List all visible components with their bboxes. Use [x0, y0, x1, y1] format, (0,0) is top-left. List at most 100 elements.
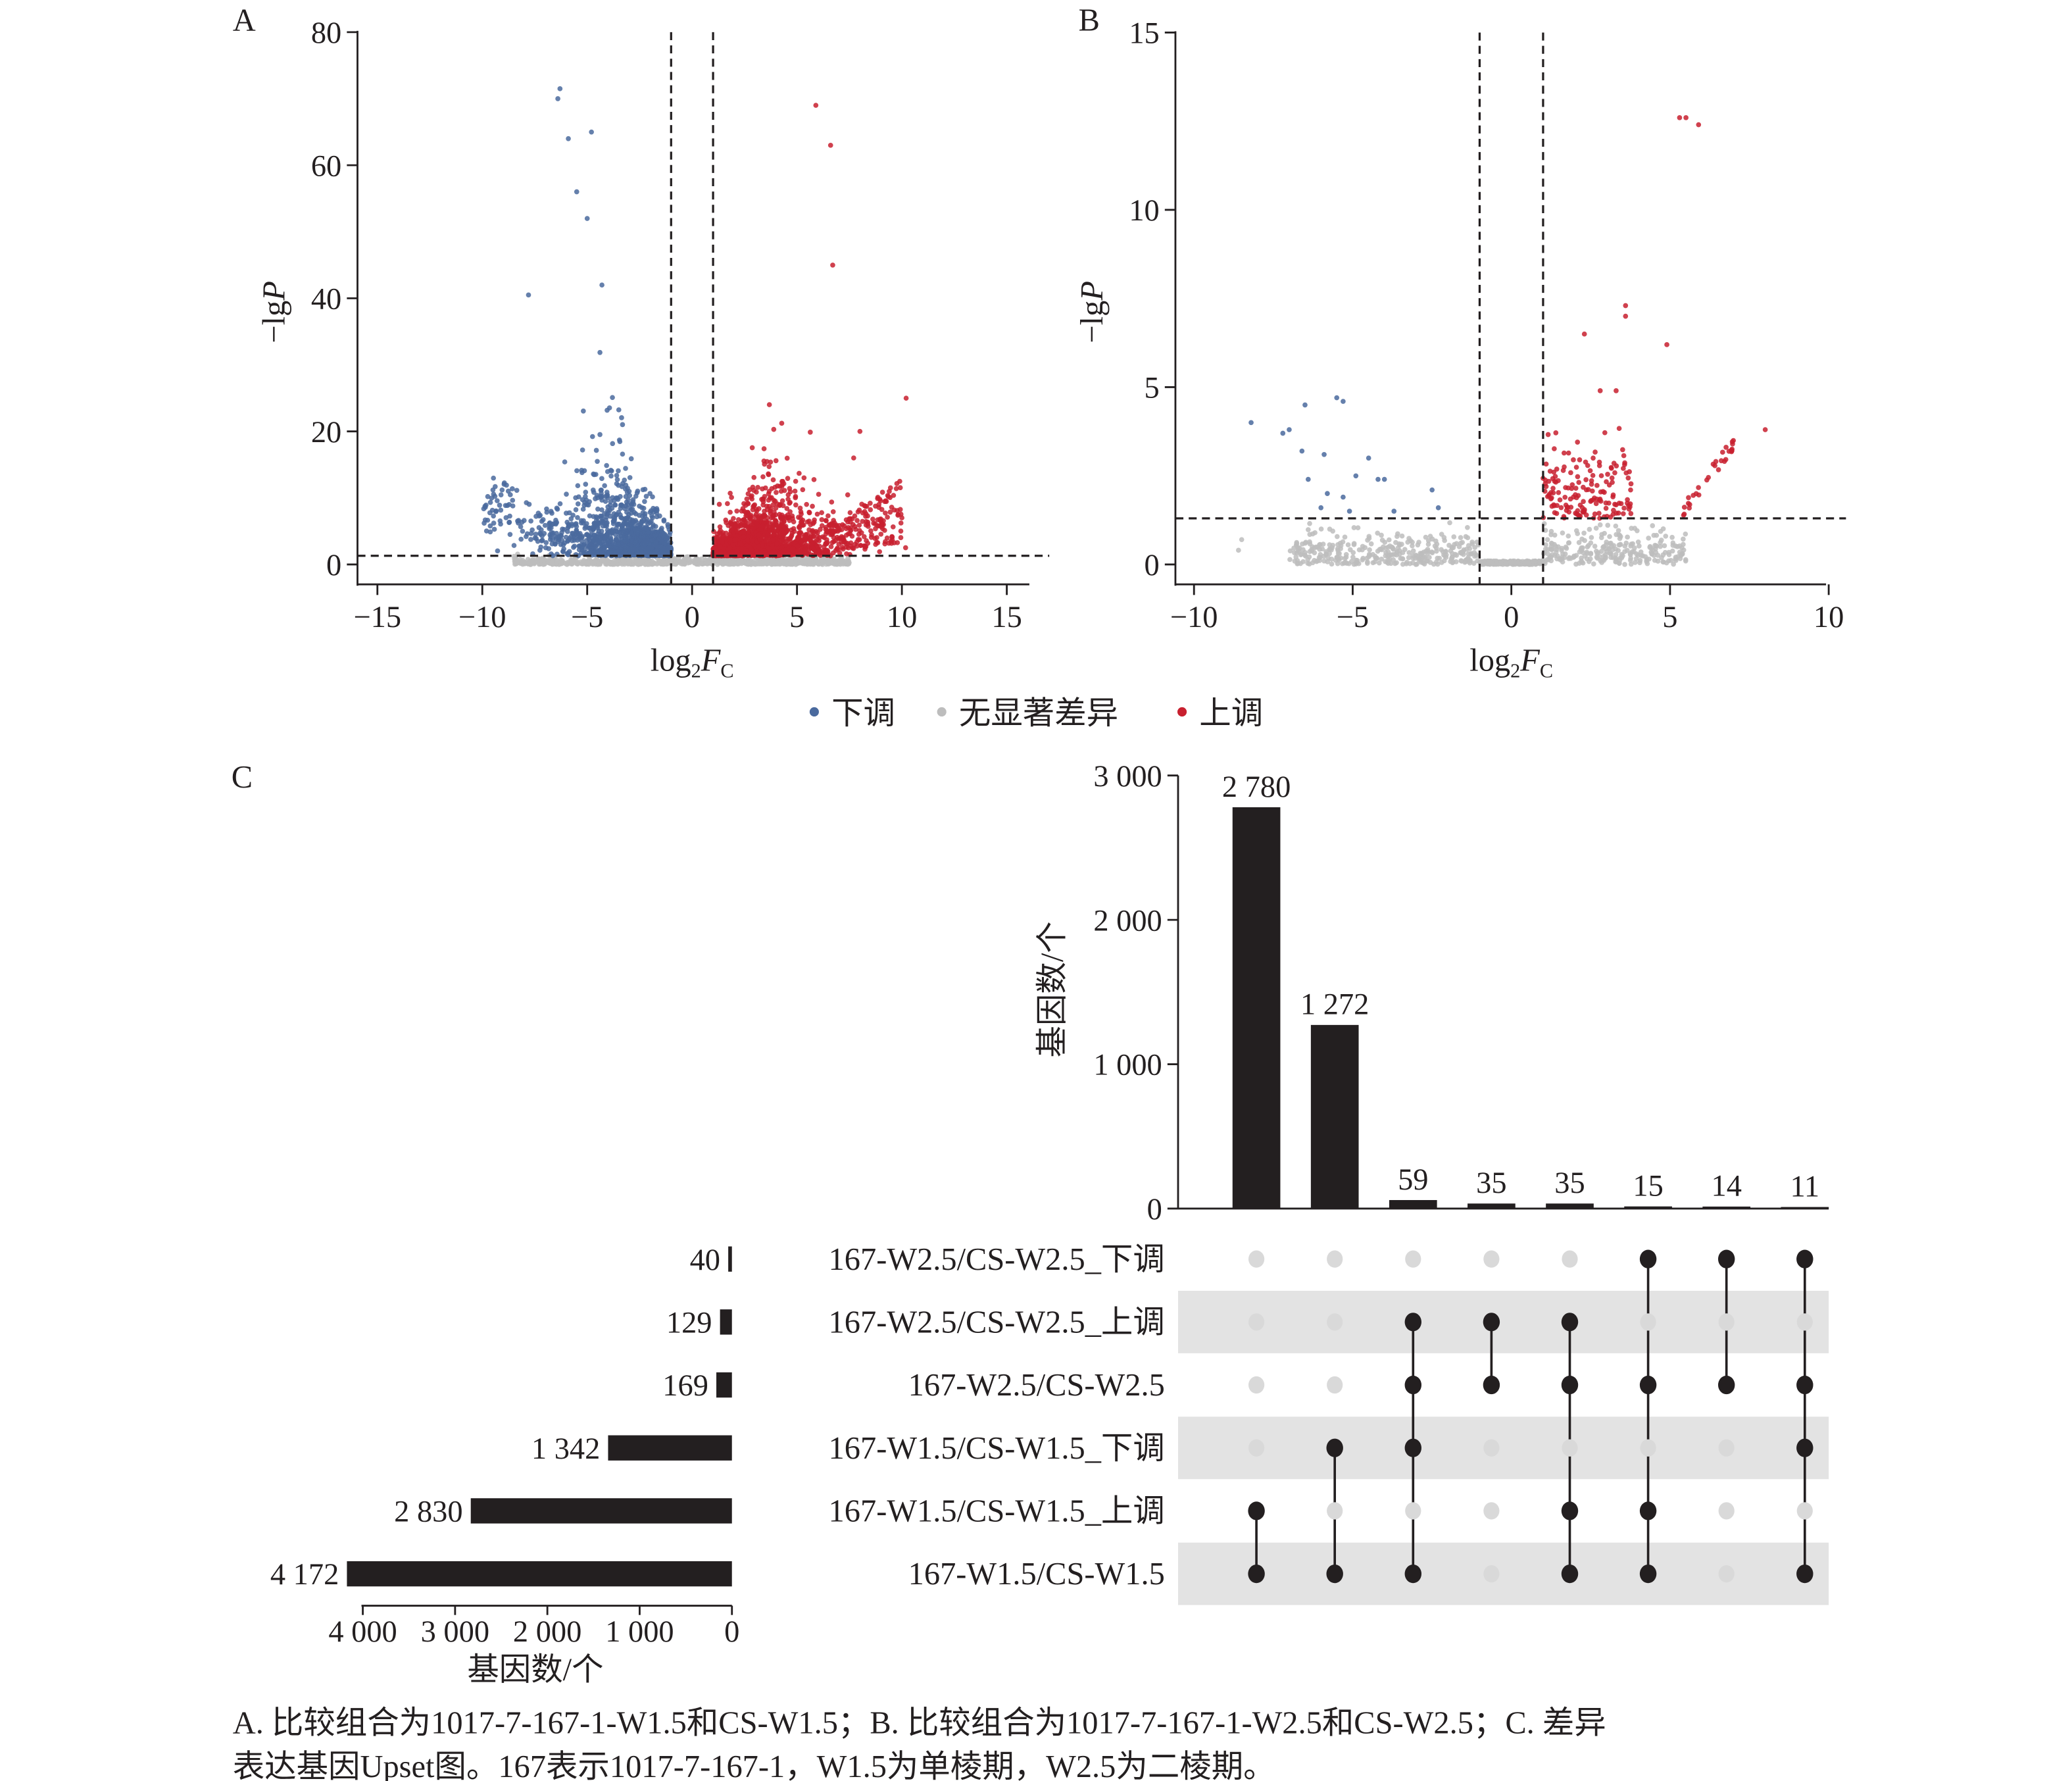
point-down: [639, 524, 645, 530]
point-ns: [1316, 555, 1322, 561]
point-down: [584, 532, 590, 537]
point-up: [793, 502, 799, 508]
point-down: [533, 536, 539, 541]
point-ns: [774, 560, 779, 565]
point-ns: [1646, 536, 1652, 541]
point-ns: [1399, 533, 1405, 539]
point-up: [829, 499, 835, 505]
point-up: [808, 538, 814, 543]
point-up: [779, 482, 785, 488]
point-up: [829, 528, 835, 534]
point-ns: [811, 561, 816, 566]
point-up: [745, 491, 751, 497]
point-ns: [1348, 559, 1354, 564]
point-up: [797, 530, 802, 536]
point-up: [851, 455, 856, 461]
point-up: [834, 546, 840, 552]
point-down: [613, 536, 619, 542]
point-up: [830, 263, 835, 268]
point-up: [813, 103, 819, 108]
point-up: [778, 488, 784, 494]
point-down: [559, 538, 565, 543]
point-ns: [1396, 541, 1402, 547]
point-ns: [1683, 531, 1689, 537]
point-down: [645, 526, 650, 532]
point-ns: [628, 558, 633, 564]
point-up: [860, 518, 865, 524]
point-up: [773, 458, 779, 464]
data-points: [481, 86, 909, 567]
point-up: [868, 507, 874, 513]
point-up: [837, 522, 842, 528]
point-up: [796, 514, 801, 520]
point-down: [627, 475, 633, 480]
point-ns: [794, 561, 799, 566]
point-ns: [522, 559, 528, 565]
point-down: [629, 507, 635, 512]
point-ns: [1465, 535, 1471, 541]
point-down: [560, 526, 565, 532]
point-up: [845, 492, 851, 497]
point-up: [755, 485, 760, 490]
point-down: [609, 468, 614, 474]
point-up: [763, 538, 769, 543]
point-down: [620, 451, 626, 457]
point-up: [745, 523, 751, 529]
point-up: [728, 537, 733, 543]
point-up: [737, 540, 743, 546]
point-down: [575, 538, 580, 543]
point-down: [623, 466, 628, 471]
point-down: [615, 549, 621, 555]
point-ns: [745, 561, 751, 566]
point-ns: [643, 561, 649, 566]
point-up: [762, 513, 768, 518]
point-up: [857, 428, 863, 434]
point-up: [875, 540, 881, 545]
point-ns: [1633, 556, 1639, 561]
point-up: [770, 537, 776, 543]
x-tick-label: −5: [571, 601, 603, 634]
point-ns: [580, 561, 585, 566]
point-down: [604, 468, 610, 474]
point-up: [886, 540, 892, 546]
point-up: [817, 535, 822, 540]
point-down: [614, 481, 620, 487]
point-ns: [1453, 559, 1459, 564]
point-down: [553, 517, 558, 523]
point-down: [560, 549, 566, 554]
y-tick-label: 0: [326, 549, 341, 582]
point-ns: [1679, 545, 1685, 551]
point-down: [595, 459, 600, 464]
point-down: [651, 522, 656, 528]
point-ns: [1608, 555, 1614, 561]
point-up: [882, 499, 887, 505]
point-up: [795, 543, 801, 549]
point-up: [878, 532, 884, 537]
point-down: [604, 463, 610, 468]
point-up: [898, 528, 904, 534]
point-ns: [1375, 530, 1381, 536]
point-up: [856, 507, 862, 513]
point-up: [816, 491, 822, 497]
point-up: [753, 512, 759, 517]
point-up: [748, 547, 754, 553]
point-up: [774, 541, 779, 547]
point-up: [801, 522, 806, 528]
point-up: [874, 535, 879, 540]
point-ns: [1410, 548, 1416, 554]
point-up: [898, 520, 904, 526]
point-up: [819, 510, 825, 516]
point-ns: [815, 560, 821, 565]
point-down: [622, 549, 628, 555]
point-up: [879, 489, 885, 495]
point-up: [724, 520, 729, 526]
point-up: [812, 517, 817, 523]
point-down: [610, 521, 616, 526]
point-down: [625, 523, 631, 528]
point-down: [581, 503, 587, 508]
point-ns: [1320, 541, 1326, 547]
y-tick-label: 40: [311, 283, 341, 316]
point-up: [756, 543, 761, 549]
point-down: [602, 483, 607, 489]
point-ns: [1307, 520, 1312, 526]
